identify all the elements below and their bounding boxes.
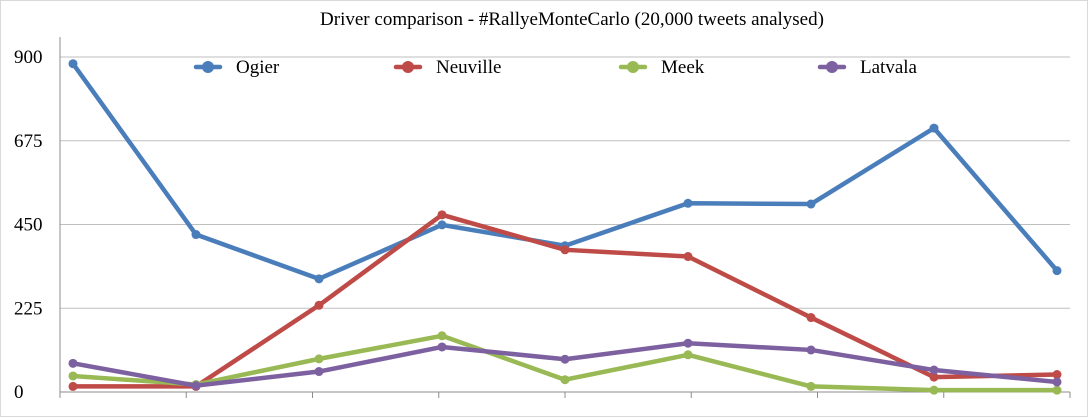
chart-title: Driver comparison - #RallyeMonteCarlo (2… xyxy=(320,9,824,30)
legend-label-latvala: Latvala xyxy=(860,57,918,78)
data-point-ogier-7 xyxy=(806,199,816,209)
legend-label-ogier: Ogier xyxy=(236,57,280,78)
data-point-ogier-1 xyxy=(68,59,78,69)
data-point-neuville-1 xyxy=(68,381,78,391)
data-point-neuville-9 xyxy=(1052,370,1062,380)
data-point-ogier-4 xyxy=(437,220,447,230)
data-point-ogier-2 xyxy=(191,230,201,240)
data-point-latvala-4 xyxy=(437,342,447,352)
data-point-ogier-9 xyxy=(1052,266,1062,276)
legend-label-neuville: Neuville xyxy=(436,57,501,78)
data-point-ogier-6 xyxy=(683,198,693,208)
data-point-ogier-8 xyxy=(929,123,939,133)
data-point-neuville-4 xyxy=(437,210,447,220)
data-point-neuville-7 xyxy=(806,313,816,323)
data-point-meek-1 xyxy=(68,371,78,381)
data-point-latvala-1 xyxy=(68,358,78,368)
series-layer xyxy=(68,59,1062,395)
data-point-latvala-2 xyxy=(191,381,201,391)
legend-swatch-marker-latvala xyxy=(826,61,838,73)
data-point-meek-4 xyxy=(437,331,447,341)
legend-label-meek: Meek xyxy=(661,57,705,78)
data-point-meek-6 xyxy=(683,350,693,360)
y-tick-label-900: 900 xyxy=(14,47,43,68)
legend: Ogier Neuville Meek Latvala xyxy=(193,57,918,78)
data-point-neuville-8 xyxy=(929,372,939,382)
y-tick-label-675: 675 xyxy=(14,131,43,152)
y-tick-label-450: 450 xyxy=(14,215,43,236)
legend-swatch-marker-neuville xyxy=(402,61,414,73)
data-point-neuville-6 xyxy=(683,252,693,262)
data-point-latvala-3 xyxy=(314,367,324,377)
data-point-meek-5 xyxy=(560,375,570,385)
data-point-latvala-9 xyxy=(1052,377,1062,387)
data-point-neuville-3 xyxy=(314,300,324,310)
data-point-latvala-7 xyxy=(806,345,816,355)
data-point-meek-3 xyxy=(314,354,324,364)
y-tick-label-0: 0 xyxy=(14,382,24,403)
data-point-neuville-5 xyxy=(560,245,570,255)
y-tick-label-225: 225 xyxy=(14,298,43,319)
legend-swatch-marker-meek xyxy=(627,61,639,73)
data-point-latvala-6 xyxy=(683,338,693,348)
data-point-meek-8 xyxy=(929,385,939,395)
data-point-latvala-5 xyxy=(560,354,570,364)
grid-layer xyxy=(60,56,1070,309)
data-point-latvala-8 xyxy=(929,365,939,375)
data-point-meek-9 xyxy=(1052,385,1062,395)
data-point-ogier-3 xyxy=(314,274,324,284)
axis-layer: 0 225 450 675 900 xyxy=(14,37,1071,403)
data-point-meek-7 xyxy=(806,381,816,391)
legend-swatch-marker-ogier xyxy=(202,61,214,73)
